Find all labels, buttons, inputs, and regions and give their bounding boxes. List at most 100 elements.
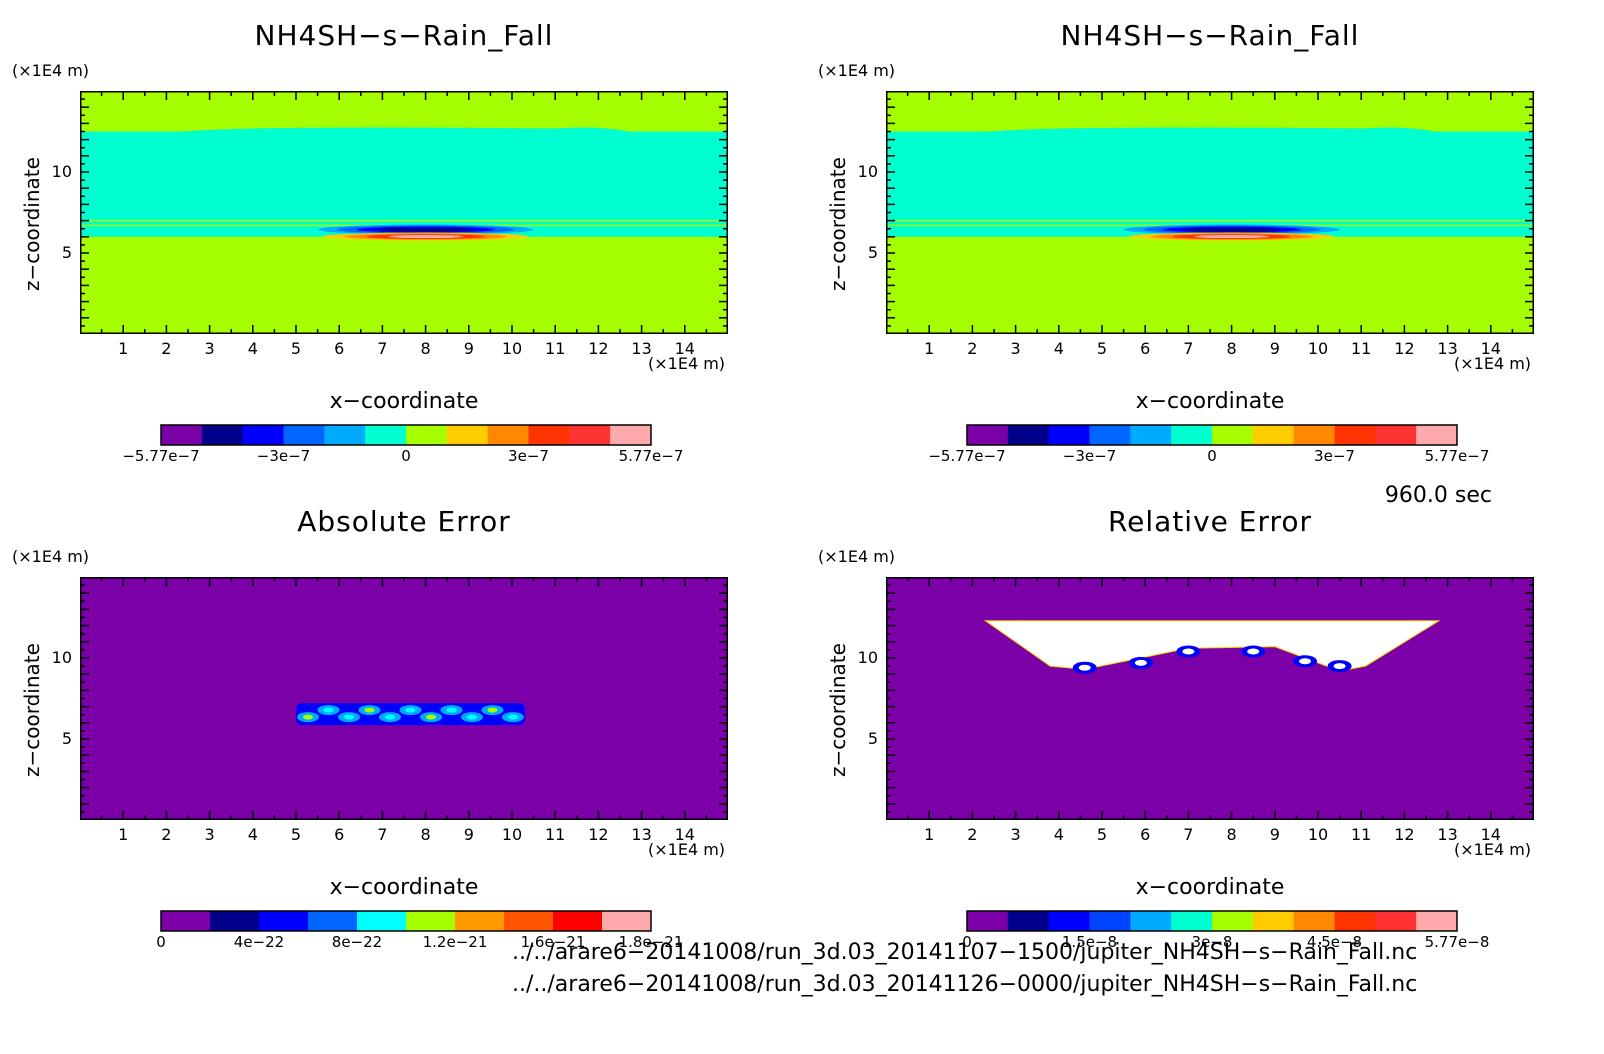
- plot-area: [80, 577, 728, 820]
- colorbar-frame: [160, 424, 652, 446]
- x-tick-label: 10: [1307, 339, 1329, 358]
- colorbar-swatch: [1130, 425, 1172, 445]
- colorbar-swatch: [553, 911, 603, 931]
- chart-title: Absolute Error: [297, 505, 511, 538]
- x-tick-label: 12: [588, 825, 609, 844]
- y-tick-label: 10: [51, 162, 72, 181]
- plot-area: [886, 577, 1534, 820]
- colorbar-label: 0: [401, 447, 411, 465]
- x-tick-label: 12: [1394, 825, 1415, 844]
- x-tick-label: 6: [334, 825, 345, 844]
- x-tick-label: 1: [118, 339, 129, 358]
- error-blob-core: [343, 714, 354, 720]
- x-tick-label: 5: [1096, 825, 1108, 844]
- x-tick-label: 3: [1010, 339, 1021, 358]
- x-tick-label: 9: [463, 339, 474, 358]
- colorbar-swatch: [1252, 425, 1295, 445]
- x-tick-label: 6: [334, 339, 345, 358]
- x-tick-label: 12: [588, 339, 609, 358]
- error-blob-core: [405, 707, 416, 713]
- colorbar-swatch: [1089, 425, 1131, 445]
- x-axis-title: x−coordinate: [329, 389, 479, 414]
- x-axis-title: x−coordinate: [1135, 875, 1285, 900]
- colorbar-swatch: [1212, 911, 1254, 931]
- colorbar-swatch: [1212, 425, 1254, 445]
- x-tick-label: 7: [377, 339, 388, 358]
- y-unit-label: (×1E4 m): [12, 61, 90, 80]
- y-unit-label: (×1E4 m): [12, 547, 90, 566]
- x-tick-label: 2: [967, 825, 978, 844]
- x-tick-label: 9: [463, 825, 474, 844]
- colorbar-label: 1.2e−21: [422, 933, 488, 951]
- colorbar-label: 0: [156, 933, 166, 951]
- y-unit-label: (×1E4 m): [818, 547, 896, 566]
- x-unit-label: (×1E4 m): [648, 354, 726, 373]
- colorbar-label: −5.77e−7: [122, 447, 200, 465]
- x-tick-label: 2: [161, 339, 172, 358]
- colorbar: [966, 424, 1458, 446]
- colorbar-swatch: [259, 911, 309, 931]
- colorbar-label: 5.77e−7: [618, 447, 684, 465]
- colorbar-swatch: [1252, 911, 1295, 931]
- field-band: [80, 131, 728, 237]
- field-background: [80, 577, 728, 820]
- x-axis-title: x−coordinate: [329, 875, 479, 900]
- colorbar-label: 1.8e−21: [618, 933, 684, 951]
- x-tick-label: 4: [247, 825, 258, 844]
- error-blob-core: [323, 707, 334, 713]
- colorbar-swatch: [1293, 425, 1335, 445]
- error-contour-core: [1247, 648, 1260, 655]
- x-tick-label: 6: [1140, 339, 1151, 358]
- colorbar-swatch: [528, 425, 570, 445]
- colorbar: [160, 424, 652, 446]
- colorbar-label: 5.77e−8: [1424, 933, 1490, 951]
- x-tick-label: 8: [1226, 825, 1237, 844]
- y-tick-label: 10: [857, 162, 878, 181]
- colorbar-swatch: [308, 911, 358, 931]
- x-tick-label: 8: [1226, 339, 1237, 358]
- field-band: [886, 131, 1534, 237]
- x-tick-label: 14: [1480, 339, 1501, 358]
- colorbar-label: 1.6e−21: [520, 933, 586, 951]
- x-tick-label: 8: [420, 339, 431, 358]
- colorbar-label: 5.77e−7: [1424, 447, 1490, 465]
- error-contour-core: [1299, 658, 1312, 665]
- x-tick-label: 9: [1269, 825, 1280, 844]
- y-unit-label: (×1E4 m): [818, 61, 896, 80]
- y-tick-label: 5: [61, 729, 72, 748]
- y-tick-label: 5: [867, 243, 878, 262]
- error-blob-core: [425, 714, 436, 720]
- colorbar-swatch: [1171, 911, 1213, 931]
- x-tick-label: 5: [1096, 339, 1108, 358]
- error-blob-core: [364, 707, 375, 713]
- field-background: [886, 577, 1534, 820]
- error-blob-core: [487, 707, 498, 713]
- error-white-region: [983, 620, 1441, 672]
- file-path-1: ../../arare6−20141008/run_3d.03_20141107…: [512, 940, 1418, 965]
- colorbar-swatch: [161, 911, 211, 931]
- colorbar-label: 4e−22: [233, 933, 285, 951]
- colorbar-swatch: [967, 425, 1009, 445]
- x-tick-label: 10: [1307, 825, 1329, 844]
- colorbar-swatch: [406, 911, 456, 931]
- colorbar-swatch: [210, 911, 260, 931]
- colorbar-label: 1.5e−8: [1061, 933, 1118, 951]
- colorbar-swatch: [242, 425, 284, 445]
- colorbar-swatch: [1048, 911, 1090, 931]
- colorbar-swatch: [1375, 425, 1417, 445]
- x-tick-label: 8: [420, 825, 431, 844]
- x-tick-label: 5: [290, 825, 302, 844]
- colorbar-label: 3e−8: [1191, 933, 1233, 951]
- colorbar-swatch: [324, 425, 366, 445]
- colorbar-swatch: [365, 425, 407, 445]
- colorbar-swatch: [569, 425, 611, 445]
- error-contour-core: [1333, 663, 1346, 670]
- chart-title: NH4SH−s−Rain_Fall: [1060, 19, 1360, 52]
- anomaly-positive: [387, 234, 464, 239]
- x-tick-label: 11: [1351, 825, 1372, 844]
- x-tick-label: 3: [1010, 825, 1021, 844]
- colorbar: [160, 910, 652, 932]
- x-axis-title: x−coordinate: [1135, 389, 1285, 414]
- band-top-edge: [183, 127, 629, 132]
- colorbar-swatch: [487, 425, 529, 445]
